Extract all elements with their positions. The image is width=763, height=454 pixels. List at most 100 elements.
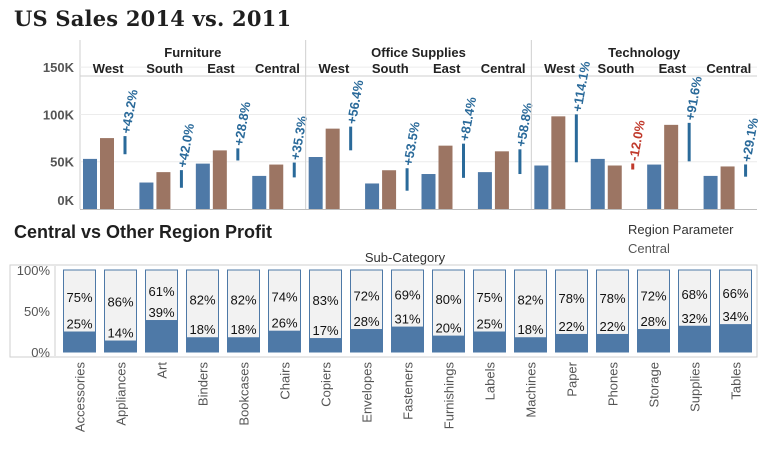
category-header: Furniture xyxy=(164,45,221,60)
plot-frame xyxy=(9,264,758,358)
bar-2014 xyxy=(156,172,171,209)
bar-2011 xyxy=(590,158,605,209)
region-header: Central xyxy=(481,61,526,76)
other-share-label: 82% xyxy=(189,293,215,308)
x-category-label: Fasteners xyxy=(401,362,416,420)
region-header: West xyxy=(93,61,124,76)
y-tick-label: 100K xyxy=(43,107,75,122)
central-share-label: 28% xyxy=(353,314,379,329)
central-share-label: 25% xyxy=(476,317,502,332)
change-label: +43.2% xyxy=(118,88,141,135)
bar-2011 xyxy=(83,158,97,209)
x-category-label: Phones xyxy=(606,362,621,407)
bar-central-region xyxy=(432,335,465,352)
other-share-label: 82% xyxy=(517,293,543,308)
bar-2014 xyxy=(720,166,735,209)
change-label: +58.8% xyxy=(513,101,536,148)
other-share-label: 69% xyxy=(394,287,420,302)
region-header: West xyxy=(318,61,349,76)
region-header: East xyxy=(433,61,461,76)
bar-2011 xyxy=(139,182,154,209)
bar-central-region xyxy=(596,333,629,352)
bar-central-region xyxy=(678,325,711,352)
change-label: -12.0% xyxy=(626,118,648,162)
central-share-label: 22% xyxy=(599,319,625,334)
x-category-label: Machines xyxy=(524,362,539,418)
bar-central-region xyxy=(268,330,301,352)
y-tick-label: 100% xyxy=(17,263,51,278)
central-share-label: 20% xyxy=(435,321,461,336)
bar-central-region xyxy=(350,329,383,352)
other-share-label: 74% xyxy=(271,289,297,304)
y-tick-label: 150K xyxy=(43,60,75,75)
other-share-label: 68% xyxy=(681,287,707,302)
other-share-label: 78% xyxy=(558,291,584,306)
central-share-label: 14% xyxy=(107,326,133,341)
bar-2011 xyxy=(421,174,436,209)
change-indicator xyxy=(292,162,296,178)
bar-2011 xyxy=(477,172,492,209)
central-share-label: 18% xyxy=(517,322,543,337)
bar-2014 xyxy=(551,116,566,209)
change-indicator xyxy=(405,168,409,191)
other-share-label: 72% xyxy=(640,289,666,304)
region-header: Central xyxy=(255,61,300,76)
central-share-label: 22% xyxy=(558,319,584,334)
bar-2014 xyxy=(607,165,622,209)
y-tick-label: 50K xyxy=(50,155,74,170)
change-label: +35.3% xyxy=(287,114,310,161)
other-share-label: 86% xyxy=(107,294,133,309)
bar-2014 xyxy=(494,151,509,209)
x-category-label: Labels xyxy=(483,362,498,401)
x-category-label: Appliances xyxy=(114,362,129,426)
x-category-label: Paper xyxy=(565,361,580,396)
x-category-label: Accessories xyxy=(73,362,88,433)
bar-2014 xyxy=(212,150,227,209)
bar-2011 xyxy=(308,157,323,209)
change-indicator xyxy=(349,126,353,151)
bar-central-region xyxy=(637,329,670,352)
change-indicator xyxy=(687,122,691,162)
bar-2014 xyxy=(664,124,679,209)
x-axis-title: Sub-Category xyxy=(365,250,446,265)
central-share-label: 34% xyxy=(722,309,748,324)
change-label: +56.4% xyxy=(344,78,367,125)
other-share-label: 80% xyxy=(435,292,461,307)
change-indicator xyxy=(123,136,127,155)
region-parameter-value[interactable]: Central xyxy=(628,241,670,256)
bar-2014 xyxy=(269,164,284,209)
other-share-label: 83% xyxy=(312,293,338,308)
bar-central-region xyxy=(186,337,219,352)
bar-2014 xyxy=(325,128,340,209)
x-category-label: Copiers xyxy=(319,362,334,407)
x-category-label: Tables xyxy=(729,362,744,400)
x-category-label: Binders xyxy=(196,362,211,407)
bar-2014 xyxy=(100,138,114,209)
bar-2011 xyxy=(195,163,210,209)
region-header: South xyxy=(146,61,183,76)
bar-2011 xyxy=(365,183,380,209)
bar-2011 xyxy=(252,175,267,209)
x-category-label: Storage xyxy=(647,362,662,408)
x-category-label: Art xyxy=(155,362,170,379)
other-share-label: 66% xyxy=(722,286,748,301)
bar-central-region xyxy=(309,338,342,352)
bar-central-region xyxy=(473,331,506,352)
bar-central-region xyxy=(227,337,260,352)
category-header: Office Supplies xyxy=(371,45,466,60)
central-share-label: 18% xyxy=(230,322,256,337)
other-share-label: 82% xyxy=(230,293,256,308)
change-indicator xyxy=(631,163,635,170)
y-tick-label: 0K xyxy=(57,193,74,208)
bar-2011 xyxy=(703,175,718,209)
bar-central-region xyxy=(145,320,178,352)
bar-central-region xyxy=(514,337,547,352)
other-share-label: 72% xyxy=(353,289,379,304)
bar-2011 xyxy=(534,165,549,209)
region-header: West xyxy=(544,61,575,76)
bar-central-region xyxy=(63,331,96,352)
other-share-label: 75% xyxy=(476,290,502,305)
bar-2014 xyxy=(438,145,453,209)
bar-central-region xyxy=(719,324,752,352)
x-category-label: Furnishings xyxy=(442,362,457,430)
